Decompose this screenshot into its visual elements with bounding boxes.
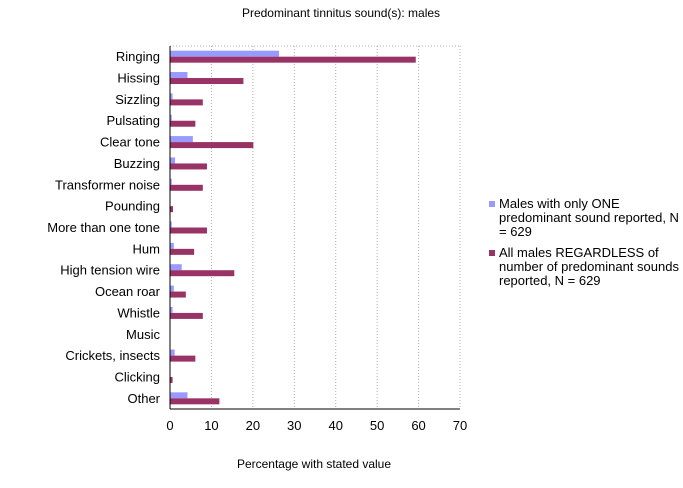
tick-labels: 0 10 20 30 40 50 60 70 <box>166 418 467 433</box>
category-label: Pulsating <box>107 113 160 128</box>
x-tick-label: 0 <box>166 418 173 433</box>
category-label: Transformer noise <box>55 177 160 192</box>
bar-series-1 <box>170 285 174 292</box>
bar-series-1 <box>170 392 188 399</box>
bar-series-1 <box>170 264 182 271</box>
bar-series-2 <box>170 398 220 405</box>
bar-series-2 <box>170 56 416 63</box>
bar-series-2 <box>170 248 195 255</box>
legend-label: Males with only ONE predominant sound re… <box>499 196 679 239</box>
category-label: More than one tone <box>47 220 160 235</box>
bar-series-2 <box>170 142 254 149</box>
bar-series-2 <box>170 376 173 383</box>
legend-item-series-2: All males REGARDLESS of number of predom… <box>489 246 679 288</box>
bar-series-2 <box>170 120 196 127</box>
x-tick-label: 60 <box>411 418 425 433</box>
bar-series-2 <box>170 291 186 298</box>
x-tick-label: 20 <box>246 418 260 433</box>
chart-title: Predominant tinnitus sound(s): males <box>242 6 440 20</box>
bar-series-2 <box>170 270 235 277</box>
x-tick-label: 30 <box>287 418 301 433</box>
x-tick-label: 40 <box>328 418 342 433</box>
bar-series-2 <box>170 312 203 319</box>
legend-item-series-1: Males with only ONE predominant sound re… <box>489 197 679 239</box>
bar-series-1 <box>170 242 174 249</box>
bar-series-2 <box>170 99 203 106</box>
bar-series-2 <box>170 206 173 213</box>
bars-group <box>170 50 416 405</box>
legend-swatch <box>489 250 495 256</box>
bar-series-1 <box>170 178 172 185</box>
legend-swatch <box>489 201 495 207</box>
bar-series-1 <box>170 72 188 79</box>
bar-series-1 <box>170 136 193 143</box>
category-label: Sizzling <box>115 92 160 107</box>
category-label: Ocean roar <box>95 284 161 299</box>
category-labels: Ringing Hissing Sizzling Pulsating Clear ton… <box>47 49 160 406</box>
category-label: Ringing <box>116 49 160 64</box>
category-label: Other <box>127 391 160 406</box>
category-label: Whistle <box>117 305 160 320</box>
legend: Males with only ONE predominant sound re… <box>489 197 679 295</box>
bar-series-2 <box>170 355 196 362</box>
bar-series-1 <box>170 50 280 57</box>
x-axis-title: Percentage with stated value <box>237 457 391 471</box>
bar-series-1 <box>170 306 173 313</box>
category-label: Clicking <box>114 369 160 384</box>
x-tick-label: 50 <box>370 418 384 433</box>
bar-series-1 <box>170 93 173 100</box>
legend-label: All males REGARDLESS of number of predom… <box>499 245 679 288</box>
bar-series-1 <box>170 349 175 356</box>
x-tick-label: 10 <box>204 418 218 433</box>
category-label: Crickets, insects <box>65 348 160 363</box>
axes <box>169 46 460 410</box>
bar-series-1 <box>170 157 176 164</box>
gridlines <box>169 45 461 409</box>
x-tick-label: 70 <box>453 418 467 433</box>
bar-series-2 <box>170 184 203 191</box>
bar-series-2 <box>170 163 207 170</box>
category-label: Pounding <box>105 199 160 214</box>
category-label: Hissing <box>117 71 160 86</box>
bar-series-2 <box>170 78 244 85</box>
category-label: Music <box>126 327 160 342</box>
bar-series-1 <box>170 221 172 228</box>
category-label: Clear tone <box>100 135 160 150</box>
category-label: Hum <box>133 241 160 256</box>
category-label: Buzzing <box>114 156 160 171</box>
category-label: High tension wire <box>60 263 160 278</box>
bar-series-2 <box>170 227 207 234</box>
bar-series-1 <box>170 114 172 121</box>
